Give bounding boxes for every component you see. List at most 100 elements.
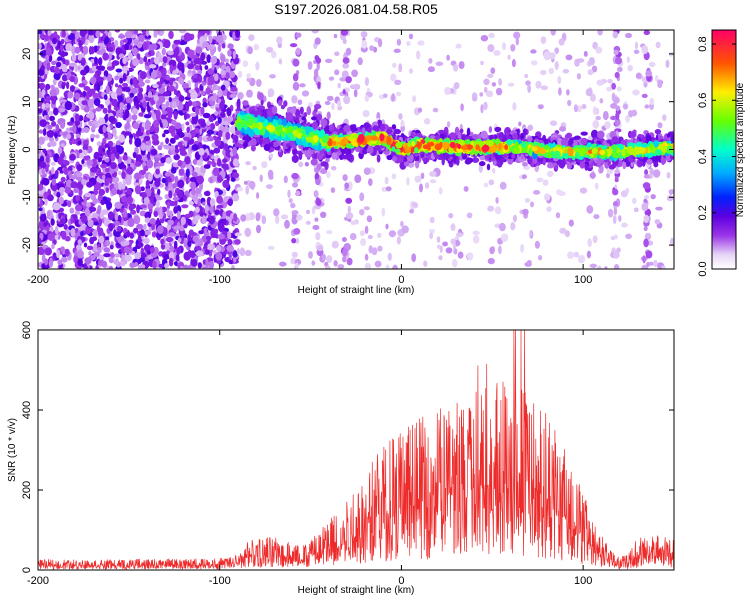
spectrogram-cell bbox=[181, 123, 185, 131]
spectrogram-cell bbox=[591, 129, 599, 139]
spectrogram-cell bbox=[236, 248, 240, 255]
spectrogram-cell bbox=[155, 232, 160, 239]
spectrogram-cell bbox=[437, 244, 441, 249]
spectrogram-cell bbox=[513, 31, 521, 39]
spectrogram-cell bbox=[155, 200, 160, 208]
spectrogram-cell bbox=[210, 95, 218, 102]
spectrogram-cell bbox=[368, 178, 373, 187]
spectrogram-cell bbox=[89, 76, 97, 85]
spectrogram-cell bbox=[212, 167, 220, 177]
spectrogram-cell bbox=[90, 133, 96, 139]
spectrogram-cell bbox=[326, 230, 333, 235]
spectrogram-cell bbox=[157, 225, 164, 235]
spectrogram-cell bbox=[203, 227, 208, 236]
spectrogram-cell bbox=[208, 215, 215, 225]
spectrogram-cell bbox=[80, 69, 87, 76]
spectrogram-cell bbox=[95, 107, 102, 112]
spectrogram-cell bbox=[633, 207, 639, 213]
spectrogram-cell bbox=[400, 119, 405, 127]
spectrogram-cell bbox=[562, 69, 570, 74]
spectrogram-cell bbox=[158, 263, 164, 268]
spectrogram-cell bbox=[535, 80, 542, 89]
spectrogram-cell bbox=[86, 181, 93, 188]
spectrogram-cell bbox=[606, 86, 613, 92]
spectrogram-cell bbox=[83, 106, 90, 113]
spectrogram-cell bbox=[499, 181, 507, 190]
spectrogram-cell bbox=[455, 43, 462, 49]
spectrogram-cell bbox=[82, 144, 89, 151]
spectrogram-cell bbox=[408, 68, 414, 74]
spectrogram-cell bbox=[643, 214, 650, 224]
spectrogram-cell bbox=[328, 76, 335, 81]
spectrogram-cell bbox=[311, 116, 318, 121]
spectrogram-cell bbox=[466, 212, 473, 219]
spectrogram-cell bbox=[144, 212, 149, 218]
spectrogram-cell bbox=[94, 189, 98, 196]
spectrogram-cell bbox=[489, 246, 495, 255]
spectrogram-cell bbox=[234, 135, 239, 145]
spectrogram-cell bbox=[87, 219, 94, 228]
spectrogram-cell bbox=[150, 149, 158, 156]
spectrogram-cell bbox=[92, 229, 98, 238]
spectrogram-cell bbox=[203, 190, 211, 197]
spectrogram-cell bbox=[490, 67, 496, 74]
spectrogram-cell bbox=[236, 187, 244, 192]
spectrogram-cell bbox=[215, 251, 223, 261]
spectrogram-cell bbox=[52, 238, 57, 245]
spectrogram-cell bbox=[102, 125, 107, 134]
spectrogram-cell bbox=[316, 62, 320, 71]
spectrogram-cell bbox=[217, 158, 222, 165]
spectrogram-cell bbox=[59, 108, 66, 113]
spectrogram-cell bbox=[179, 30, 187, 34]
spectrogram-cell bbox=[307, 61, 313, 70]
spectrogram-cell bbox=[597, 265, 602, 269]
spectrogram-cell bbox=[122, 57, 127, 65]
spectrogram-cell bbox=[136, 223, 144, 230]
spectrogram-cell bbox=[411, 253, 417, 263]
spectrogram-cell bbox=[314, 217, 319, 222]
spectrogram-cell bbox=[118, 34, 126, 39]
spectrogram-cell bbox=[577, 254, 586, 264]
spectrogram-cell bbox=[183, 112, 188, 121]
spectrogram-cell bbox=[453, 248, 458, 255]
spectrogram-cell bbox=[131, 108, 139, 115]
spectrogram-cell bbox=[143, 223, 147, 230]
spectrogram-cell bbox=[408, 33, 414, 40]
spectrogram-cell bbox=[59, 131, 64, 136]
spectrogram-cell bbox=[366, 215, 373, 223]
spectrogram-cell bbox=[169, 137, 176, 144]
spectrogram-cell bbox=[650, 194, 656, 200]
spectrogram-cell bbox=[668, 189, 674, 195]
spectrogram-cell bbox=[116, 87, 123, 96]
spectrogram-cell bbox=[77, 239, 82, 245]
spectrogram-cell bbox=[140, 186, 145, 192]
spectrogram-cell bbox=[398, 113, 403, 120]
spectrogram-cell bbox=[122, 154, 128, 161]
spectrogram-cell bbox=[487, 205, 495, 212]
spectrogram-cell bbox=[214, 111, 219, 116]
spectrogram-cell bbox=[85, 202, 91, 208]
spectrogram-cell bbox=[669, 237, 674, 247]
spectrogram-cell bbox=[342, 256, 347, 263]
spectrogram-cell bbox=[38, 60, 43, 67]
spectrogram-cell bbox=[108, 115, 116, 123]
spectrogram-cell bbox=[216, 174, 223, 183]
spectrogram-cell bbox=[534, 240, 541, 249]
spectrogram-cell bbox=[270, 50, 277, 59]
spectrogram-cell bbox=[45, 102, 50, 109]
spectrogram-cell bbox=[653, 259, 658, 268]
spectrogram-cell bbox=[109, 244, 114, 250]
spectrogram-cell bbox=[555, 212, 561, 219]
spectrogram-cell bbox=[305, 220, 311, 225]
spectrogram-cell bbox=[641, 202, 649, 212]
spectrogram-cell bbox=[540, 36, 547, 44]
spectrogram-cell bbox=[632, 89, 640, 96]
spectrogram-cell bbox=[150, 43, 158, 50]
spectrogram-cell bbox=[98, 218, 103, 227]
spectrogram-cell bbox=[180, 216, 186, 226]
spectrogram-cell bbox=[587, 69, 594, 76]
spectrogram-cell bbox=[110, 153, 116, 162]
spectrogram-cell bbox=[233, 256, 237, 263]
spectrogram-cell bbox=[292, 81, 300, 91]
spectrogram-cell bbox=[295, 47, 301, 56]
